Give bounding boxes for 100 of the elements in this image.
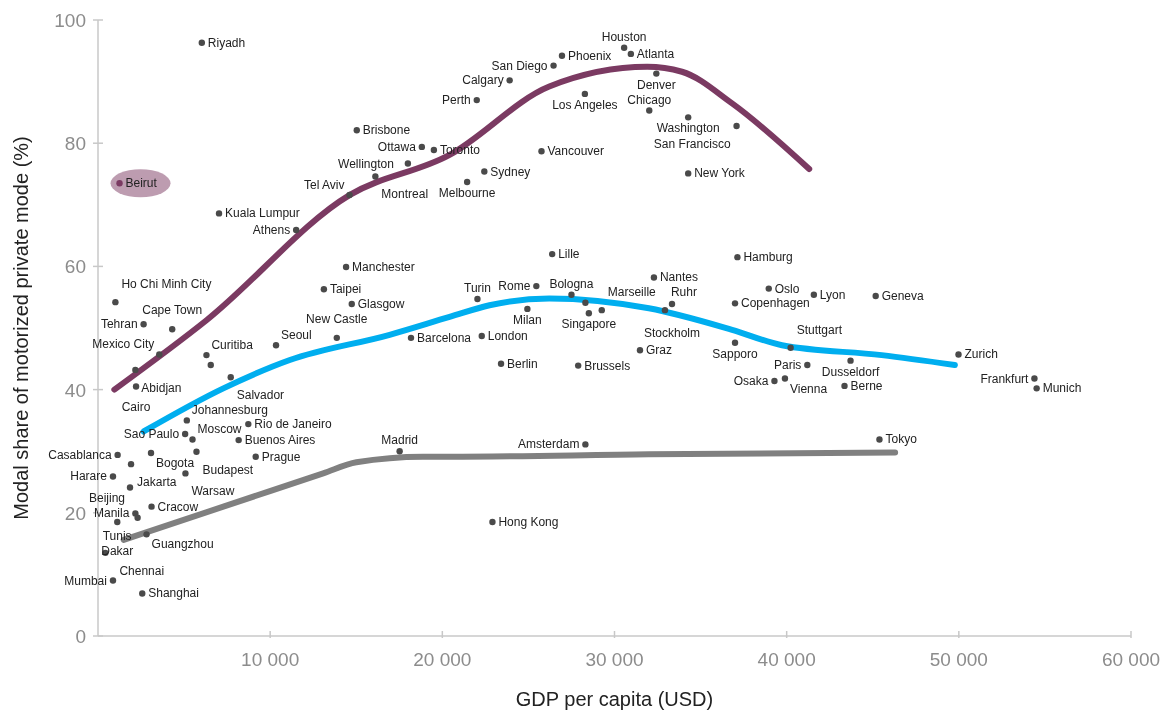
x-tick-label: 60 000 [1101,649,1161,670]
annotation: Beijing [88,490,126,505]
annotation: Sydney [490,164,531,179]
annotation: Brisbone [362,123,411,138]
annotation: Cracow [157,499,199,514]
annotation: Beirut [125,176,158,191]
annotation: Ruhr [670,285,697,300]
annotation: Los Angeles [552,97,618,112]
annotation: Ottawa [377,139,417,154]
annotation: Sao Paulo [123,426,180,441]
annotation: Dusseldorf [821,364,880,379]
annotation: New Castle [306,311,368,326]
annotation: Singapore [561,317,617,332]
annotation: Salvador [236,388,285,403]
annotation: Prague [261,449,301,464]
annotation: Madrid [381,433,418,448]
annotation: San Diego [491,58,548,73]
annotation: Tunis [102,528,132,543]
annotation: Copenhagen [741,296,810,311]
annotation: Paris [773,357,802,372]
y-axis-title: Modal share of motorized private mode (%) [10,136,32,520]
annotation: Munich [1042,381,1082,396]
annotation: Ho Chi Minh City [121,277,212,292]
annotation: Barcelona [417,330,472,345]
annotation: London [487,329,528,344]
annotation: Brussels [584,358,631,373]
annotation: Cape Town [142,303,203,318]
annotation: Perth [442,93,471,108]
x-tick-label: 10 000 [241,649,300,670]
annotation: Vienna [789,381,828,396]
annotation: Amsterdam [518,437,580,452]
annotation: Manchester [352,260,415,275]
y-tick-label: 80 [64,133,86,155]
annotation: San Francisco [653,136,731,151]
y-tick-label: 40 [64,379,86,401]
annotation: Casablanca [48,447,112,462]
annotation: Athens [252,223,291,238]
annotation: Osaka [733,373,769,388]
annotation: New York [694,166,746,181]
annotation: Bologna [549,276,594,291]
annotation: Budapest [202,462,254,477]
x-tick-label: 40 000 [757,649,816,670]
annotation: Phoenix [567,48,612,63]
annotation: Frankfurt [980,371,1030,386]
annotation: Mexico City [92,337,155,352]
x-tick-label: 30 000 [585,649,644,670]
annotation: Warsaw [191,484,235,499]
y-tick-label: 0 [75,626,86,647]
annotation: Curitiba [211,338,254,353]
annotation: Milan [513,312,542,327]
annotation: Hamburg [743,250,793,265]
annotation: Mumbai [64,573,107,588]
annotation: Tel Aviv [304,177,345,192]
annotation: Sapporo [712,346,759,361]
annotation: Denver [636,77,676,92]
annotation: Johannesburg [191,403,268,418]
annotation: Taipei [329,282,362,297]
annotation: Oslo [774,281,800,296]
annotation: Berne [850,378,883,393]
annotation: Harare [70,469,108,484]
annotation: Kuala Lumpur [225,206,300,221]
annotation: Tokyo [885,432,918,447]
annotation: Chennai [119,563,165,578]
x-axis-title: GDP per capita (USD) [515,688,714,710]
annotation: Vancouver [547,144,604,159]
annotation: Jakarta [137,475,177,490]
annotation: Atlanta [636,46,675,61]
y-tick-label: 60 [64,256,86,278]
annotation: Melbourne [438,186,496,201]
annotation: Zurich [964,347,998,362]
annotation: Berlin [507,356,538,371]
annotation: Glasgow [357,296,405,311]
annotation: Shanghai [148,586,199,601]
annotation: Manila [94,506,130,521]
annotation: Lille [558,247,580,262]
annotation: Buenos Aires [244,433,316,448]
annotation: Stockholm [643,325,701,340]
annotation: Marseille [607,285,657,300]
annotation: Rio de Janeiro [254,417,333,432]
annotation: Turin [464,281,491,296]
annotation: Lyon [819,287,846,302]
annotation: Rome [498,279,531,294]
annotation: Bogota [156,456,195,471]
y-tick-label: 100 [54,10,86,31]
annotation: Cairo [121,399,151,414]
annotation: Montreal [381,187,429,202]
y-tick-label: 20 [64,502,86,524]
annotation: Seoul [281,328,312,343]
annotation: Nantes [659,270,698,285]
annotation: Riyadh [207,35,246,50]
annotation: Moscow [197,422,242,437]
annotation: Washington [656,121,720,136]
annotation: Calgary [462,73,504,88]
x-tick-label: 20 000 [413,649,472,670]
annotation: Geneva [881,288,925,303]
annotation: Guangzhou [151,537,214,552]
annotation: Graz [645,343,672,358]
annotation: Houston [601,29,647,44]
annotation: Tehran [100,317,138,332]
annotation: Hong Kong [498,515,559,530]
